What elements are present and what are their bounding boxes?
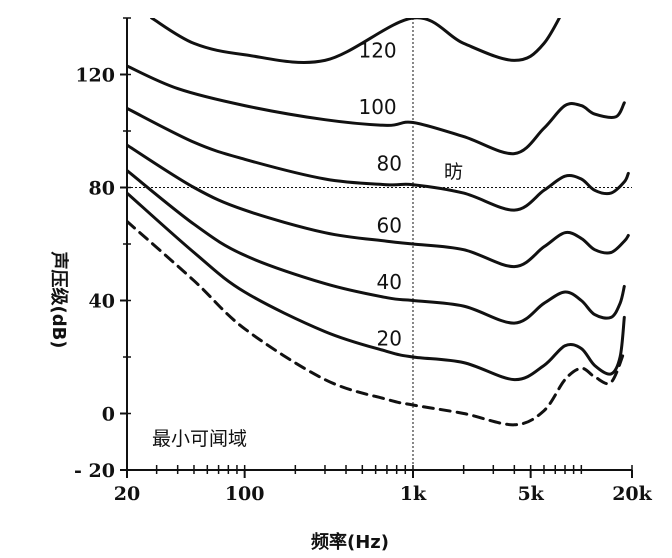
y-tick-label: 120 (75, 65, 115, 87)
y-tick-label: - 20 (74, 460, 115, 482)
threshold-curve (127, 219, 626, 427)
x-axis-ticks: 20 100 1k 5k 20k (114, 465, 653, 505)
loudness-curve-100 (127, 64, 626, 156)
loudness-curves (127, 18, 630, 427)
curve-label-40: 40 (377, 270, 402, 294)
phon-unit-label: 昉 (444, 161, 463, 183)
y-axis-ticks: - 20 0 40 80 120 (74, 17, 131, 482)
loudness-curve-20 (127, 191, 626, 382)
curve-label-80: 80 (377, 152, 402, 176)
curve-labels: 120 100 80 60 40 20 (358, 39, 401, 351)
y-axis-title: 声压级(dB) (48, 250, 70, 348)
curve-label-60: 60 (377, 214, 402, 238)
x-tick-label: 20k (612, 483, 652, 505)
loudness-curve-120 (150, 18, 562, 64)
loudness-curve-60 (127, 143, 630, 269)
x-axis-title: 频率(Hz) (311, 531, 389, 553)
x-tick-label: 20 (114, 483, 140, 505)
curve-label-100: 100 (358, 95, 396, 119)
curve-label-20: 20 (377, 327, 402, 351)
y-tick-label: 40 (89, 291, 115, 313)
threshold-label: 最小可闻域 (152, 428, 247, 450)
curve-label-120: 120 (358, 39, 396, 63)
loudness-curve-80 (127, 106, 630, 212)
y-tick-label: 0 (102, 404, 115, 426)
loudness-curve-40 (127, 169, 626, 325)
y-tick-label: 80 (89, 178, 115, 200)
x-tick-label: 100 (225, 483, 265, 505)
x-tick-label: 5k (517, 483, 544, 505)
x-tick-label: 1k (400, 483, 427, 505)
